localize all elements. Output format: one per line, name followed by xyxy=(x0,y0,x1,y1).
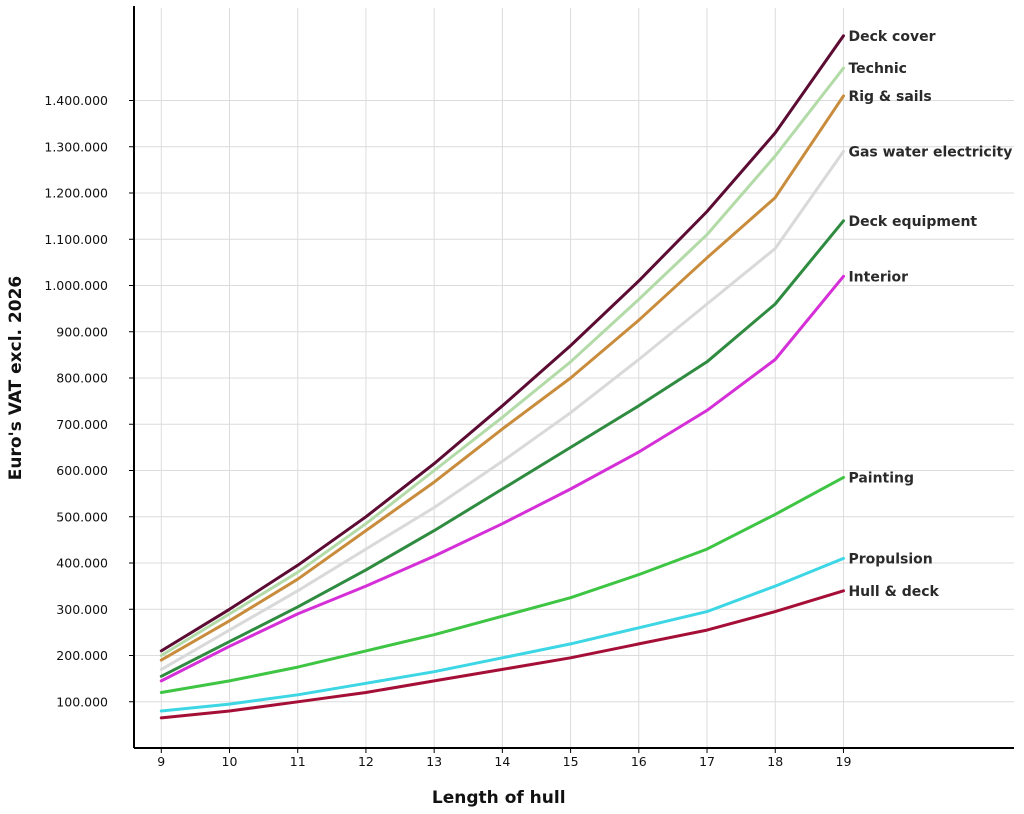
y-tick-label: 300.000 xyxy=(56,602,108,617)
series-label-rig-sails: Rig & sails xyxy=(848,89,931,105)
x-tick-label: 17 xyxy=(699,754,715,769)
series-lines xyxy=(159,34,845,720)
y-tick-label: 600.000 xyxy=(56,463,108,478)
y-tick-label: 1.200.000 xyxy=(44,186,108,201)
y-tick-label: 1.100.000 xyxy=(44,232,108,247)
x-tick-label: 14 xyxy=(494,754,510,769)
series-label-gas-water-electricity: Gas water electricity xyxy=(848,144,1012,160)
series-line-rig-sails xyxy=(159,94,845,662)
series-label-technic: Technic xyxy=(848,61,907,77)
grid-lines xyxy=(134,8,1014,748)
x-tick-label: 18 xyxy=(767,754,783,769)
series-line-deck-cover xyxy=(159,34,845,653)
y-tick-label: 400.000 xyxy=(56,556,108,571)
y-tick-label: 1.400.000 xyxy=(44,93,108,108)
series-label-painting: Painting xyxy=(848,470,914,486)
y-tick-label: 1.300.000 xyxy=(44,139,108,154)
y-tick-label: 700.000 xyxy=(56,417,108,432)
x-tick-label: 12 xyxy=(358,754,374,769)
y-axis-title: Euro's VAT excl. 2026 xyxy=(6,276,26,480)
series-label-deck-cover: Deck cover xyxy=(848,29,935,45)
series-labels: Hull & deck Propulsion Painting Interior Dec… xyxy=(848,29,1012,600)
x-tick-label: 10 xyxy=(222,754,238,769)
y-tick-label: 200.000 xyxy=(56,648,108,663)
x-axis-title: Length of hull xyxy=(432,788,566,808)
y-tick-label: 1.000.000 xyxy=(44,278,108,293)
series-line-deck-equipment xyxy=(159,219,845,678)
y-tick-label: 100.000 xyxy=(56,694,108,709)
series-label-propulsion: Propulsion xyxy=(848,551,932,567)
series-line-technic xyxy=(159,66,845,657)
series-label-interior: Interior xyxy=(848,269,908,285)
series-line-interior xyxy=(159,274,845,683)
x-tick-label: 11 xyxy=(290,754,306,769)
axes xyxy=(133,6,1014,749)
series-line-gas-water-electricity xyxy=(159,149,845,671)
series-line-propulsion xyxy=(159,556,845,713)
series-line-painting xyxy=(159,475,845,694)
x-tick-label: 19 xyxy=(836,754,852,769)
series-label-deck-equipment: Deck equipment xyxy=(848,214,977,230)
y-tick-label: 900.000 xyxy=(56,324,108,339)
x-tick-label: 15 xyxy=(563,754,579,769)
x-tick-label: 9 xyxy=(157,754,165,769)
series-label-hull-deck: Hull & deck xyxy=(848,584,939,600)
series-line-hull-deck xyxy=(159,589,845,720)
tick-labels: 9 10 11 12 13 14 15 16 17 18 19 100.000 200.000 300.0… xyxy=(44,93,851,769)
x-tick-label: 13 xyxy=(426,754,442,769)
x-tick-label: 16 xyxy=(631,754,647,769)
y-tick-label: 500.000 xyxy=(56,509,108,524)
y-tick-label: 800.000 xyxy=(56,371,108,386)
